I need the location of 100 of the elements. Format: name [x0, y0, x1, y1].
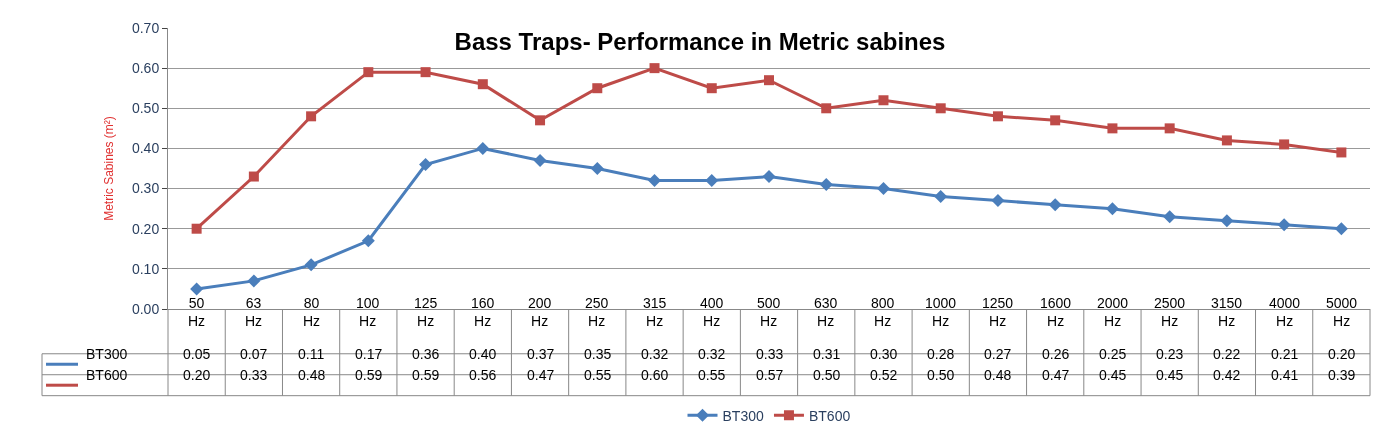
point	[1279, 139, 1290, 150]
point	[1334, 222, 1348, 236]
y-tick-label: 0.00	[131, 300, 160, 317]
x-tick-label: 63 Hz	[245, 295, 263, 330]
point	[935, 103, 946, 114]
data-label: 0.36	[412, 346, 440, 362]
data-label: 0.07	[240, 346, 268, 362]
text: BT300	[86, 346, 128, 362]
data-label: 0.47	[1042, 367, 1070, 383]
point	[1221, 135, 1232, 146]
data-label: 0.17	[355, 346, 383, 362]
point	[762, 170, 776, 184]
y-tick-label: 0.30	[131, 180, 160, 197]
data-label: 0.27	[984, 346, 1012, 362]
x-tick-label: 4000 Hz	[1269, 295, 1301, 330]
point	[1164, 123, 1175, 134]
data-label: 0.60	[641, 367, 669, 383]
x-tick-label: 50 Hz	[188, 295, 206, 330]
point	[878, 95, 889, 106]
x-tick-label: 100 Hz	[356, 295, 380, 330]
point	[477, 79, 488, 90]
point	[648, 174, 662, 188]
data-label: 0.23	[1156, 346, 1184, 362]
x-tick-label: 500 Hz	[757, 295, 781, 330]
point	[1163, 210, 1177, 224]
data-label: 0.33	[240, 367, 268, 383]
x-tick-label: 80 Hz	[303, 295, 321, 330]
data-label: 0.32	[641, 346, 669, 362]
point	[535, 115, 546, 126]
point	[191, 223, 202, 234]
y-tick-label: 0.70	[131, 19, 160, 36]
data-label: 0.21	[1271, 346, 1299, 362]
legend-label: BT600	[808, 407, 851, 424]
point	[876, 182, 890, 196]
data-label: 0.55	[584, 367, 612, 383]
x-tick-label: 200 Hz	[528, 295, 552, 330]
data-label: 0.48	[298, 367, 326, 383]
point	[590, 162, 604, 175]
data-label: 0.11	[298, 346, 325, 362]
data-label: 0.56	[469, 367, 497, 383]
point	[592, 83, 603, 94]
point	[420, 67, 431, 78]
point	[304, 258, 318, 272]
point	[1048, 198, 1062, 212]
point	[819, 178, 833, 192]
data-label: 0.57	[756, 367, 784, 383]
point	[821, 103, 832, 114]
x-tick-label: 2500 Hz	[1154, 295, 1186, 330]
x-tick-label: 630 Hz	[814, 295, 838, 330]
y-tick-label: 0.50	[131, 100, 160, 117]
x-tick-label: 160 Hz	[471, 295, 495, 330]
text: BT600	[86, 367, 128, 383]
y-tick-label: 0.20	[131, 220, 160, 237]
point	[705, 174, 719, 188]
x-tick-label: 250 Hz	[585, 295, 609, 330]
data-label: 0.55	[698, 367, 726, 383]
data-label: 0.31	[813, 346, 841, 362]
x-tick-label: 125 Hz	[414, 295, 438, 330]
data-label: 0.52	[870, 367, 898, 383]
point	[419, 157, 433, 171]
point	[1107, 123, 1118, 134]
point	[1105, 202, 1119, 216]
point	[934, 190, 948, 204]
point	[1336, 147, 1347, 158]
point	[363, 67, 374, 78]
data-label: 0.05	[183, 346, 211, 362]
x-tick-label: 800 Hz	[871, 295, 895, 330]
point	[533, 153, 547, 167]
point	[764, 75, 774, 86]
data-label: 0.20	[1328, 346, 1356, 362]
point	[1277, 218, 1291, 232]
point	[1050, 115, 1061, 126]
y-tick-label: 0.60	[131, 60, 160, 77]
y-tick-label: 0.40	[131, 140, 160, 157]
x-tick-label: 315 Hz	[643, 295, 667, 330]
data-label: 0.39	[1328, 367, 1356, 383]
y-axis-title: Metric Sabines (m²)	[102, 116, 117, 221]
point	[992, 111, 1003, 122]
data-label: 0.45	[1099, 367, 1127, 383]
point	[706, 83, 717, 94]
point	[1220, 214, 1234, 228]
legend-label: BT300	[722, 407, 764, 424]
data-label: 0.28	[927, 346, 955, 362]
data-label: 0.50	[813, 367, 841, 383]
x-tick-label: 400 Hz	[700, 295, 724, 330]
data-label: 0.25	[1099, 346, 1127, 362]
data-label: 0.59	[412, 367, 440, 383]
data-label: 0.32	[698, 346, 726, 362]
data-label: 0.48	[984, 367, 1012, 383]
x-tick-label: 1600 Hz	[1040, 295, 1072, 330]
data-label: 0.41	[1271, 367, 1299, 383]
data-label: 0.47	[527, 367, 555, 383]
point	[247, 274, 261, 288]
data-label: 0.30	[870, 346, 898, 362]
chart-title: Bass Traps- Performance in Metric sabines	[454, 27, 946, 55]
x-tick-label: 1000 Hz	[925, 295, 957, 330]
point	[649, 63, 660, 74]
data-label: 0.22	[1213, 346, 1241, 362]
x-tick-label: 2000 Hz	[1097, 295, 1129, 330]
data-label: 0.50	[927, 367, 955, 383]
